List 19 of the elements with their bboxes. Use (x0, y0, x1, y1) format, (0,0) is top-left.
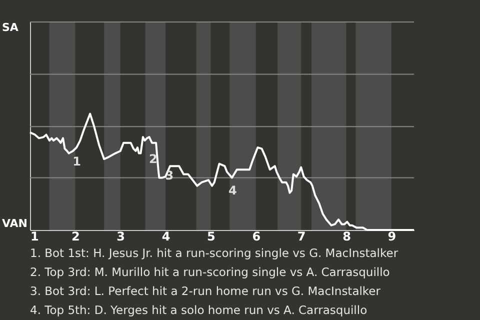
x-tick-label: 9 (388, 230, 396, 244)
annotation: 1 (72, 154, 82, 168)
annotation: 3 (165, 168, 174, 182)
x-tick-label: 4 (162, 230, 170, 244)
annotation: 2 (149, 152, 158, 166)
text: 1. Bot 1st: H. Jesus Jr. hit a run-scoring single vs G. MacInstalker (30, 246, 398, 260)
text: SA (2, 21, 19, 34)
text: 4. Top 5th: D. Yerges hit a solo home run vs A. Carrasquillo (30, 303, 368, 317)
x-tick-label: 6 (252, 230, 261, 244)
x-tick-label: 3 (116, 230, 126, 244)
x-tick-label: 1 (30, 230, 39, 244)
x-tick-label: 5 (207, 230, 216, 244)
text: 2. Top 3rd: M. Murillo hit a run-scoring single vs A. Carrasquillo (30, 265, 390, 279)
x-tick-label: 2 (71, 230, 80, 244)
annotation: 4 (228, 183, 237, 198)
x-tick-label: 7 (297, 230, 306, 244)
text: 3. Bot 3rd: L. Perfect hit a 2-run home run vs G. MacInstalker (30, 284, 381, 298)
x-tick-label: 8 (342, 230, 351, 244)
text: VAN (2, 217, 28, 230)
